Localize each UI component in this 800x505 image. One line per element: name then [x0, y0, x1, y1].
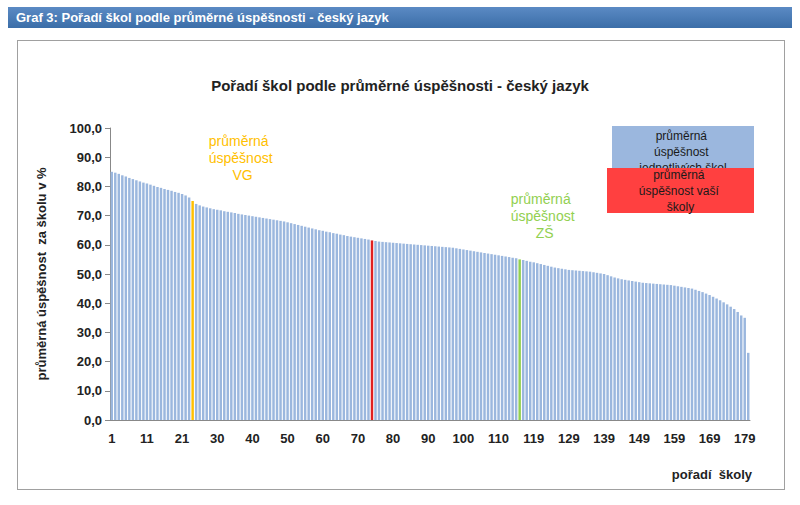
svg-text:1: 1 — [108, 431, 115, 446]
svg-text:179: 179 — [734, 431, 756, 446]
svg-text:úspěšnost vaší: úspěšnost vaší — [639, 184, 722, 198]
svg-text:159: 159 — [664, 431, 686, 446]
svg-text:0,0: 0,0 — [84, 413, 102, 428]
svg-text:50,0: 50,0 — [77, 267, 102, 282]
svg-text:školy: školy — [667, 200, 694, 214]
svg-text:20,0: 20,0 — [77, 354, 102, 369]
svg-text:průměrná: průměrná — [656, 129, 711, 143]
svg-text:průměrná: průměrná — [209, 133, 273, 149]
svg-text:90: 90 — [421, 431, 435, 446]
svg-text:169: 169 — [699, 431, 721, 446]
svg-text:úspěšnost: úspěšnost — [209, 150, 273, 166]
svg-text:21: 21 — [175, 431, 189, 446]
svg-text:30,0: 30,0 — [77, 325, 102, 340]
svg-text:průměrná úspěšnost za školu v: průměrná úspěšnost za školu v % — [34, 167, 49, 381]
svg-text:průměrná: průměrná — [653, 168, 708, 182]
svg-text:139: 139 — [593, 431, 615, 446]
svg-text:90,0: 90,0 — [77, 150, 102, 165]
html-text:Graf 3: Pořadí škol podle prům: Graf 3: Pořadí škol podle průměrné úspěš… — [16, 10, 389, 25]
svg-text:úspěšnost: úspěšnost — [511, 208, 575, 224]
svg-text:70,0: 70,0 — [77, 208, 102, 223]
svg-text:100: 100 — [453, 431, 475, 446]
svg-text:60: 60 — [316, 431, 330, 446]
svg-text:průměrná: průměrná — [511, 191, 575, 207]
svg-text:70: 70 — [351, 431, 365, 446]
svg-text:úspěšnost: úspěšnost — [654, 145, 712, 159]
svg-text:80: 80 — [386, 431, 400, 446]
svg-text:11: 11 — [140, 431, 154, 446]
svg-text:110: 110 — [488, 431, 509, 446]
svg-text:50: 50 — [280, 431, 294, 446]
svg-text:149: 149 — [628, 431, 650, 446]
svg-text:ZŠ: ZŠ — [532, 225, 554, 241]
svg-text:Pořadí škol podle průměrné úsp: Pořadí škol podle průměrné úspěšnosti - … — [211, 77, 589, 94]
svg-text:80,0: 80,0 — [77, 179, 102, 194]
svg-text:VG: VG — [229, 167, 253, 183]
svg-text:pořadí školy: pořadí školy — [672, 467, 753, 482]
svg-text:60,0: 60,0 — [77, 237, 102, 252]
svg-text:129: 129 — [558, 431, 580, 446]
svg-text:100,0: 100,0 — [69, 121, 102, 136]
svg-text:10,0: 10,0 — [77, 383, 102, 398]
svg-text:30: 30 — [210, 431, 224, 446]
svg-text:40: 40 — [245, 431, 259, 446]
svg-text:40,0: 40,0 — [77, 296, 102, 311]
svg-text:119: 119 — [523, 431, 544, 446]
